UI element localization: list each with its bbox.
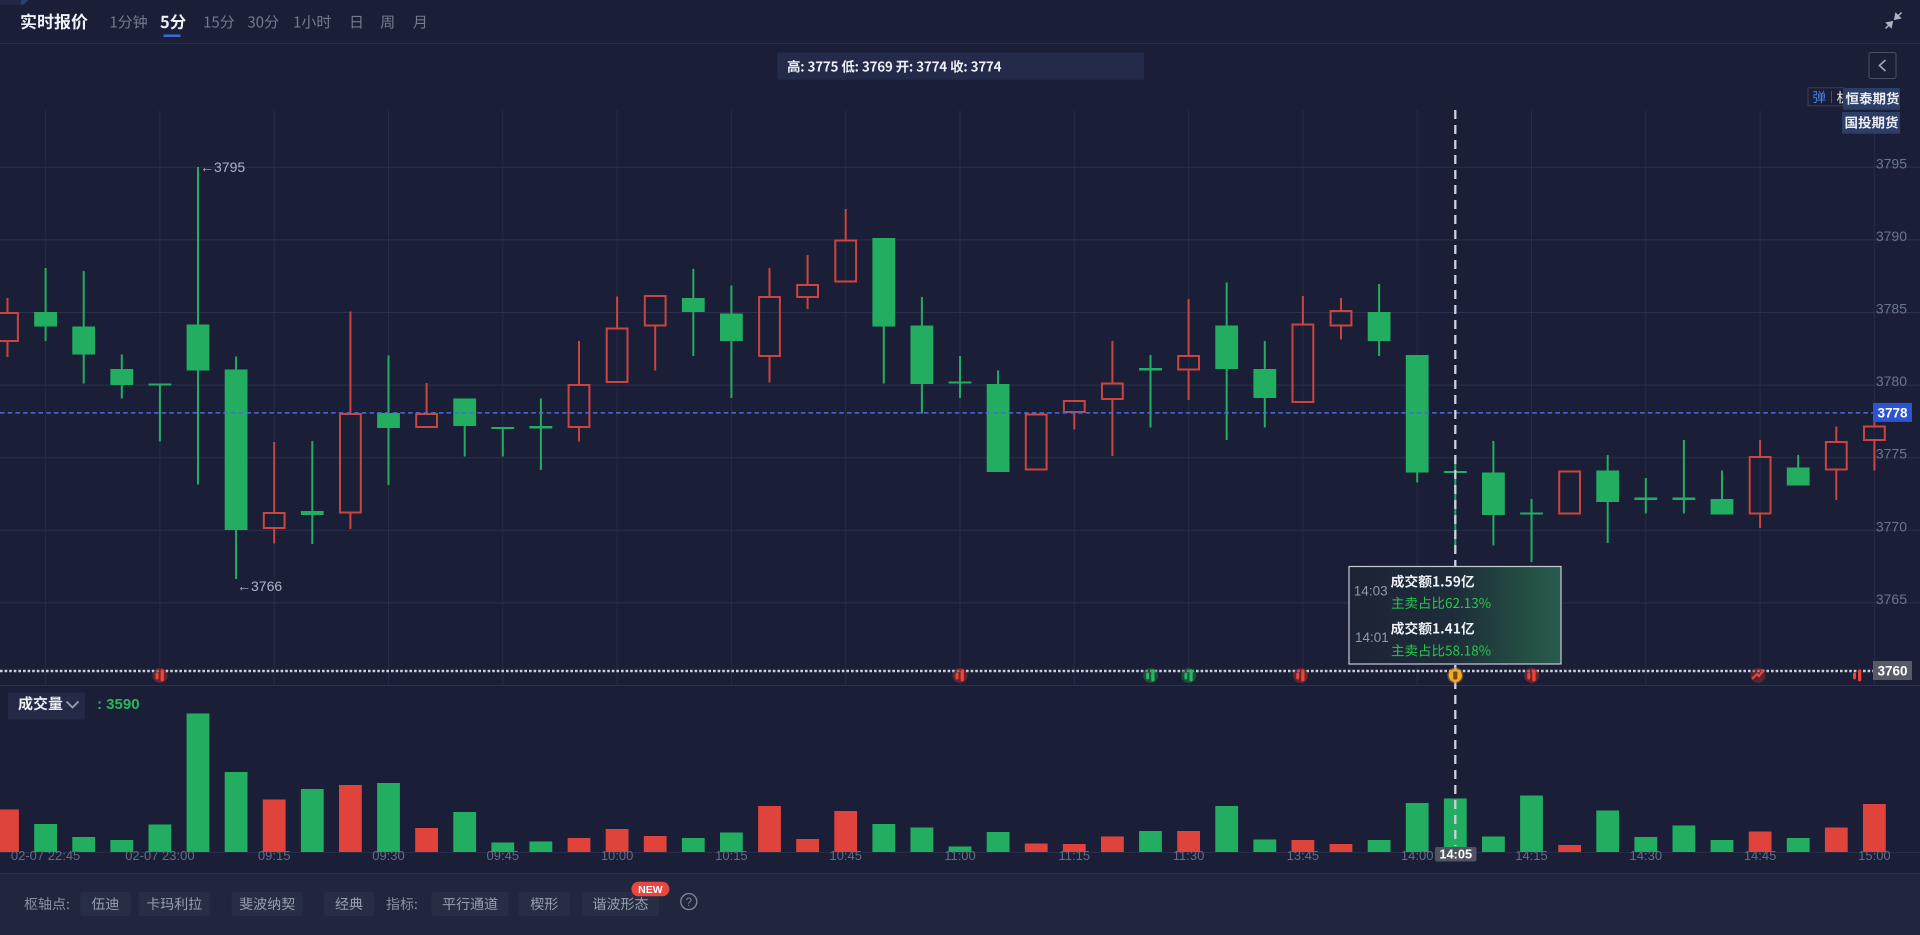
svg-text:?: ? bbox=[686, 897, 692, 909]
svg-text:: 3590: : 3590 bbox=[97, 696, 140, 713]
svg-text:14:15: 14:15 bbox=[1515, 848, 1548, 863]
svg-text:3775: 3775 bbox=[1876, 446, 1907, 462]
svg-text:3765: 3765 bbox=[1876, 591, 1907, 607]
svg-text:3790: 3790 bbox=[1876, 228, 1907, 244]
svg-text:02-07 23:00: 02-07 23:00 bbox=[125, 848, 194, 863]
svg-text:3795: 3795 bbox=[1876, 155, 1907, 171]
svg-text:3785: 3785 bbox=[1876, 301, 1907, 317]
svg-text:14:05: 14:05 bbox=[1439, 847, 1472, 862]
svg-text:09:45: 09:45 bbox=[487, 848, 520, 863]
svg-text:3778: 3778 bbox=[1877, 405, 1908, 420]
svg-text:10:00: 10:00 bbox=[601, 848, 634, 863]
svg-text:14:30: 14:30 bbox=[1630, 848, 1663, 863]
svg-text:02-07 22:45: 02-07 22:45 bbox=[11, 848, 80, 863]
svg-text:14:45: 14:45 bbox=[1744, 848, 1777, 863]
svg-text:11:00: 11:00 bbox=[944, 848, 976, 863]
svg-text:3780: 3780 bbox=[1876, 373, 1907, 389]
svg-text:3770: 3770 bbox=[1876, 518, 1907, 534]
svg-text:3760: 3760 bbox=[1877, 663, 1907, 678]
svg-text:11:15: 11:15 bbox=[1059, 848, 1091, 863]
svg-text:09:30: 09:30 bbox=[372, 848, 405, 863]
svg-text:13:45: 13:45 bbox=[1287, 848, 1320, 863]
svg-text:11:30: 11:30 bbox=[1173, 848, 1205, 863]
svg-text:14:03: 14:03 bbox=[1354, 584, 1388, 599]
svg-text:←3795: ←3795 bbox=[200, 159, 245, 175]
svg-text:NEW: NEW bbox=[638, 884, 663, 896]
svg-text:09:15: 09:15 bbox=[258, 848, 291, 863]
svg-text:10:45: 10:45 bbox=[829, 848, 862, 863]
svg-text:14:00: 14:00 bbox=[1401, 848, 1434, 863]
svg-text:14:01: 14:01 bbox=[1355, 630, 1389, 645]
svg-text:10:15: 10:15 bbox=[715, 848, 748, 863]
svg-text:←3766: ←3766 bbox=[237, 578, 282, 594]
svg-text:15:00: 15:00 bbox=[1858, 848, 1891, 863]
